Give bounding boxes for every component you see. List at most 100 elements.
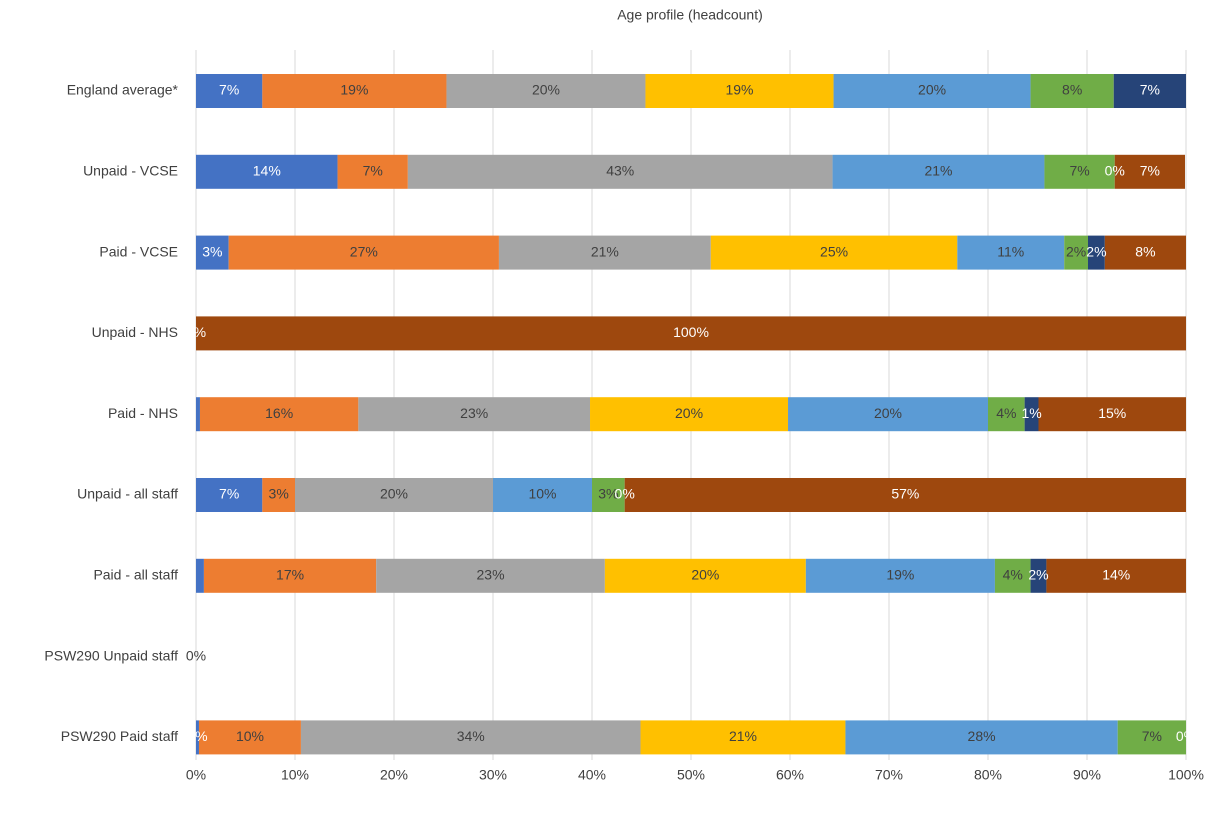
data-label: 4% [1003, 567, 1023, 583]
bar-segment [1087, 235, 1105, 270]
data-label: 43% [606, 163, 634, 179]
data-label: 16% [265, 405, 293, 421]
data-label: 7% [219, 82, 239, 98]
y-tick-label: England average* [67, 82, 179, 98]
x-tick-label: 40% [578, 767, 606, 783]
data-label: 14% [253, 163, 281, 179]
bar-segment [1114, 154, 1186, 189]
y-tick-label: Paid - NHS [108, 405, 178, 421]
data-label: 20% [874, 405, 902, 421]
data-label: 20% [918, 82, 946, 98]
data-label: 3% [598, 486, 618, 502]
data-label: 17% [276, 567, 304, 583]
data-label: 21% [729, 728, 757, 744]
bar-segment [199, 397, 359, 432]
data-label: 21% [591, 243, 619, 259]
data-label: 7% [1140, 163, 1160, 179]
data-label: 0% [186, 647, 206, 663]
y-tick-label: Paid - all staff [93, 567, 178, 583]
data-label: 0% [615, 486, 635, 502]
data-label: 2% [1066, 243, 1086, 259]
data-label: 8% [1062, 82, 1082, 98]
x-tick-label: 20% [380, 767, 408, 783]
data-label: 20% [380, 486, 408, 502]
bar-segment [833, 74, 1031, 108]
data-label: 1% [1021, 405, 1041, 421]
data-label: 25% [820, 243, 848, 259]
data-label: 19% [725, 82, 753, 98]
bar-segment [407, 154, 833, 189]
data-label: 0% [186, 324, 206, 340]
data-label: 7% [1142, 728, 1162, 744]
bar-segment [592, 478, 625, 512]
data-label: 19% [340, 82, 368, 98]
data-label: 15% [1098, 405, 1126, 421]
bar-segment [203, 558, 377, 593]
y-tick-label: PSW290 Unpaid staff [44, 647, 178, 663]
bar-segment [845, 720, 1118, 755]
data-label: 7% [219, 486, 239, 502]
bar-segment [300, 720, 641, 755]
data-label: 10% [236, 728, 264, 744]
bar-segment [1117, 720, 1186, 755]
bar-segment [645, 74, 834, 108]
bar-segment [640, 720, 846, 755]
data-label: 0% [186, 647, 206, 663]
bar-segment [196, 720, 199, 755]
data-label: 10% [528, 486, 556, 502]
bar-segment [196, 478, 263, 512]
data-label: 2% [1086, 243, 1106, 259]
x-tick-label: 80% [974, 767, 1002, 783]
bar-segment [1064, 235, 1088, 270]
bar-segment [1046, 558, 1186, 593]
data-label: 2% [1028, 567, 1048, 583]
bar-segment [196, 74, 263, 108]
data-label: 21% [924, 163, 952, 179]
bar-segment [337, 154, 408, 189]
y-tick-label: Paid - VCSE [99, 243, 178, 259]
x-tick-label: 90% [1073, 767, 1101, 783]
bar-segment [994, 558, 1031, 593]
data-label: 7% [1140, 82, 1160, 98]
data-label: 23% [477, 567, 505, 583]
x-tick-label: 0% [186, 767, 206, 783]
bar-segment [196, 316, 1186, 351]
bar-segment [262, 74, 447, 108]
bar-segment [262, 478, 295, 512]
bar-segment [805, 558, 995, 593]
y-tick-label: Unpaid - all staff [77, 486, 178, 502]
data-label: 0% [1105, 163, 1125, 179]
bar-segment [196, 154, 338, 189]
bar-segment [1044, 154, 1115, 189]
data-label: 57% [891, 486, 919, 502]
data-label: 8% [1135, 243, 1155, 259]
bar-segment [1038, 397, 1186, 432]
bar-segment [1104, 235, 1186, 270]
x-tick-label: 30% [479, 767, 507, 783]
x-tick-label: 70% [875, 767, 903, 783]
bar-segment [957, 235, 1065, 270]
y-tick-label: PSW290 Paid staff [61, 728, 178, 744]
x-tick-label: 100% [1168, 767, 1204, 783]
data-label: 0% [187, 728, 207, 744]
bar-segment [1024, 397, 1039, 432]
bar-segment [788, 397, 988, 432]
bar-segment [228, 235, 499, 270]
y-tick-label: Unpaid - VCSE [83, 163, 178, 179]
data-label: 11% [997, 243, 1024, 259]
y-tick-label: Unpaid - NHS [92, 324, 178, 340]
data-label: 19% [886, 567, 914, 583]
bar-segment [710, 235, 958, 270]
data-label: 20% [691, 567, 719, 583]
data-label: 20% [532, 82, 560, 98]
x-tick-label: 60% [776, 767, 804, 783]
bar-segment [196, 397, 200, 432]
chart-title: Age profile (headcount) [617, 7, 763, 23]
data-label: 7% [1069, 163, 1089, 179]
data-label: 20% [675, 405, 703, 421]
bar-segment [832, 154, 1045, 189]
bar-segment [498, 235, 711, 270]
bar-segment [1030, 558, 1047, 593]
